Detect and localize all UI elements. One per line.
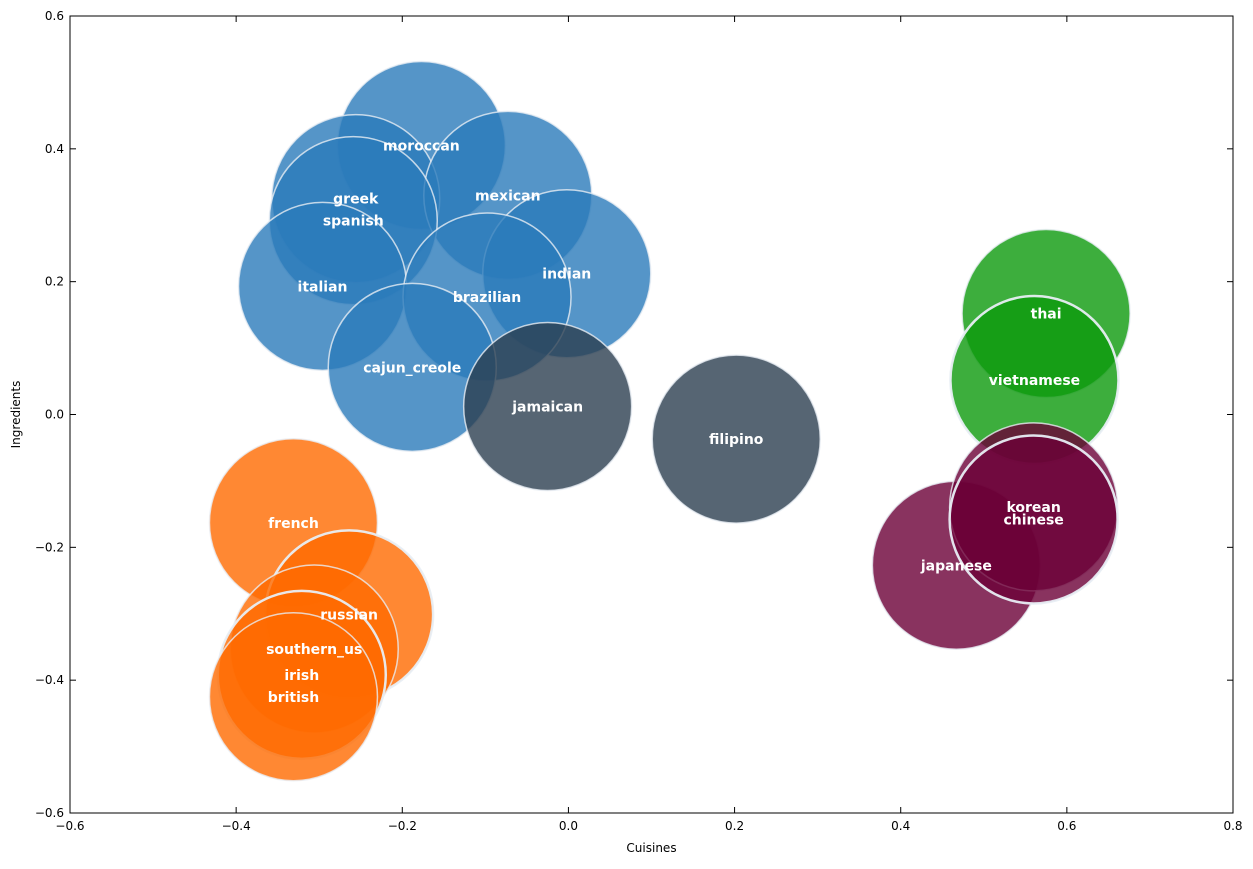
y-tick-label: 0.2 xyxy=(45,275,64,289)
bubble-label-spanish: spanish xyxy=(323,214,384,230)
bubble-label-french: french xyxy=(268,516,319,532)
x-tick-label: −0.4 xyxy=(222,819,251,833)
bubble-labels-layer: moroccan greek mexican indian spanish italian… xyxy=(266,139,1080,706)
bubble-filipino xyxy=(651,354,821,524)
x-tick-label: 0.0 xyxy=(559,819,578,833)
bubble-label-filipino: filipino xyxy=(709,432,764,448)
x-tick-label: 0.8 xyxy=(1223,819,1242,833)
bubble-label-brazilian: brazilian xyxy=(453,290,521,306)
bubble-label-russian: russian xyxy=(320,607,378,623)
bubble-label-mexican: mexican xyxy=(475,188,541,204)
bubble-chinese xyxy=(948,434,1119,605)
x-tick-label: −0.6 xyxy=(55,819,84,833)
bubble-label-irish: irish xyxy=(284,668,319,684)
bubble-label-indian: indian xyxy=(542,267,591,283)
x-axis-title: Cuisines xyxy=(626,841,676,855)
bubble-label-italian: italian xyxy=(298,279,348,295)
x-tick-label: −0.2 xyxy=(388,819,417,833)
bubble-label-british: british xyxy=(268,690,320,706)
bubble-label-southern_us: southern_us xyxy=(266,642,362,658)
x-tick-label: 0.6 xyxy=(1057,819,1076,833)
y-tick-label: −0.6 xyxy=(35,806,64,820)
bubble-label-cajun_creole: cajun_creole xyxy=(363,360,461,376)
bubble-label-thai: thai xyxy=(1031,307,1062,323)
bubble-label-chinese: chinese xyxy=(1003,512,1063,528)
x-tick-label: 0.2 xyxy=(725,819,744,833)
bubbles-layer xyxy=(208,60,1131,782)
y-tick-label: −0.2 xyxy=(35,540,64,554)
y-tick-label: 0.4 xyxy=(45,142,64,156)
bubble-label-jamaican: jamaican xyxy=(511,400,583,416)
bubble-label-moroccan: moroccan xyxy=(383,139,460,155)
bubble-jamaican xyxy=(462,321,633,492)
x-tick-label: 0.4 xyxy=(891,819,910,833)
bubble-label-korean: korean xyxy=(1006,500,1060,516)
bubble-label-vietnamese: vietnamese xyxy=(989,373,1080,389)
y-tick-label: 0.0 xyxy=(45,408,64,422)
y-tick-label: −0.4 xyxy=(35,673,64,687)
bubble-british xyxy=(208,612,379,782)
y-tick-label: 0.6 xyxy=(45,9,64,23)
bubble-label-japanese: japanese xyxy=(920,558,992,574)
y-axis-title: Ingredients xyxy=(9,381,23,449)
bubble-label-greek: greek xyxy=(333,192,379,208)
ticks-layer: −0.6 −0.4 −0.2 0.0 0.2 0.4 0.6 0.8 −0.6 −0.4 −0.2 0… xyxy=(35,9,1243,833)
